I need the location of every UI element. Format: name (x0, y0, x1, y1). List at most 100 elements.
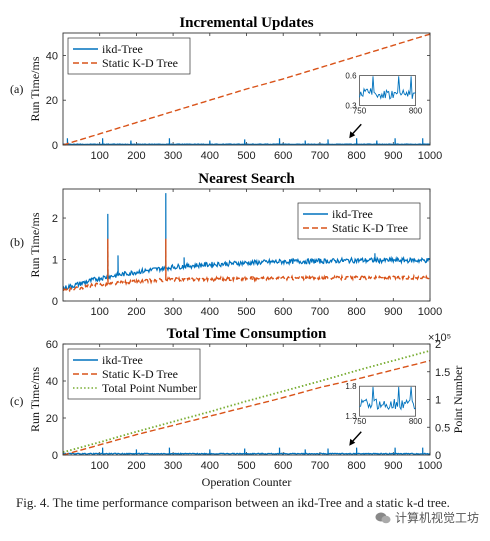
legend-box (67, 348, 201, 400)
y-tick-label: 1 (52, 255, 58, 267)
legend-entry: Static K-D Tree (102, 56, 178, 70)
series-line-ikd (63, 138, 430, 145)
series-line-points (63, 349, 430, 454)
x-tick-label: 600 (274, 460, 292, 472)
x-axis-label: Operation Counter (202, 475, 292, 489)
series-line-static (63, 33, 430, 145)
x-tick-label: 700 (311, 150, 329, 162)
x-tick-label: 700 (311, 460, 329, 472)
inset-x-tick: 800 (409, 107, 423, 116)
x-tick-label: 200 (127, 150, 145, 162)
axes-frame (62, 32, 431, 146)
x-tick-label: 600 (274, 150, 292, 162)
figure-caption: Fig. 4. The time performance comparison … (16, 495, 450, 510)
y-tick-label: 40 (46, 376, 58, 388)
y-tick-label: 0 (52, 450, 58, 462)
panel-label: (b) (10, 235, 24, 249)
inset-x-tick: 750 (353, 107, 367, 116)
panel-label: (a) (10, 82, 23, 96)
x-tick-label: 200 (127, 306, 145, 318)
inset-series (359, 386, 416, 411)
legend-entry: Total Point Number (102, 381, 197, 395)
y-tick-label: 2 (52, 213, 58, 225)
watermark-text: 计算机视觉工坊 (395, 511, 480, 525)
series-line-static (63, 359, 430, 455)
chart-title: Nearest Search (198, 171, 295, 187)
legend-entry: Static K-D Tree (332, 221, 408, 235)
x-tick-label: 100 (91, 150, 109, 162)
y-right-tick-label: 2 (435, 339, 441, 351)
y-tick-label: 40 (46, 50, 58, 62)
inset-plot: 1.3 1.8 750 800 (345, 382, 422, 426)
x-tick-label: 500 (237, 460, 255, 472)
inset-y-tick: 1.3 (345, 412, 357, 421)
panel-b: Nearest Search (b) Run Time/ms 100 200 300 400… (10, 171, 442, 318)
x-tick-label: 500 (237, 306, 255, 318)
y-right-tick-label: 1.5 (435, 367, 450, 379)
x-tick-label: 100 (91, 306, 109, 318)
legend-box (297, 202, 421, 240)
x-tick-label: 900 (384, 150, 402, 162)
legend-box (67, 37, 191, 75)
x-tick-label: 1000 (418, 306, 442, 318)
y-right-exponent: ×10⁵ (428, 332, 451, 344)
x-tick-label: 700 (311, 306, 329, 318)
inset-y-tick: 0.6 (345, 72, 357, 81)
x-tick-label: 300 (164, 150, 182, 162)
x-tick-label: 800 (347, 460, 365, 472)
x-tick-label: 800 (347, 150, 365, 162)
y-right-tick-label: 1 (435, 395, 441, 407)
x-tick-label: 400 (201, 150, 219, 162)
panel-label: (c) (10, 394, 23, 408)
axes-frame (62, 188, 431, 302)
inset-x-tick: 750 (353, 417, 367, 426)
x-tick-label: 400 (201, 306, 219, 318)
inset-y-tick: 1.8 (345, 382, 357, 391)
series-line-ikd (63, 447, 430, 455)
legend-entry: ikd-Tree (332, 207, 373, 221)
plot-area (63, 33, 430, 145)
arrow-head (349, 131, 356, 139)
series-line-ikd (63, 193, 430, 291)
y-right-tick-label: 0 (435, 450, 441, 462)
y-tick-label: 0 (52, 296, 58, 308)
legend-entry: Static K-D Tree (102, 367, 178, 381)
x-tick-label: 800 (347, 306, 365, 318)
legend-entry: ikd-Tree (102, 42, 143, 56)
y-axis-label: Run Time/ms (28, 367, 42, 432)
inset-plot: 0.3 0.6 750 800 (345, 72, 422, 116)
inset-y-tick: 0.3 (345, 102, 357, 111)
inset-series (359, 76, 416, 100)
watermark: 计算机视觉工坊 (372, 508, 483, 527)
x-tick-label: 100 (91, 460, 109, 472)
y-right-axis-label: Point Number (451, 366, 465, 434)
y-axis-label: Run Time/ms (28, 56, 42, 121)
x-tick-label: 1000 (418, 150, 442, 162)
x-tick-label: 1000 (418, 460, 442, 472)
wechat-icon (375, 512, 391, 523)
inset-frame (359, 75, 416, 106)
x-tick-label: 900 (384, 306, 402, 318)
x-tick-label: 300 (164, 460, 182, 472)
chart-title: Total Time Consumption (167, 326, 327, 342)
x-tick-label: 400 (201, 460, 219, 472)
x-tick-label: 900 (384, 460, 402, 472)
legend-entry: ikd-Tree (102, 353, 143, 367)
plot-area (63, 193, 430, 293)
y-right-tick-label: 0.5 (435, 422, 450, 434)
series-line-static (63, 238, 430, 293)
y-tick-label: 0 (52, 140, 58, 152)
y-tick-label: 20 (46, 413, 58, 425)
y-axis-label: Run Time/ms (28, 212, 42, 277)
plot-area (63, 349, 430, 455)
y-tick-label: 20 (46, 95, 58, 107)
inset-x-tick: 800 (409, 417, 423, 426)
axes-frame (62, 343, 431, 456)
x-tick-label: 200 (127, 460, 145, 472)
x-tick-label: 500 (237, 150, 255, 162)
